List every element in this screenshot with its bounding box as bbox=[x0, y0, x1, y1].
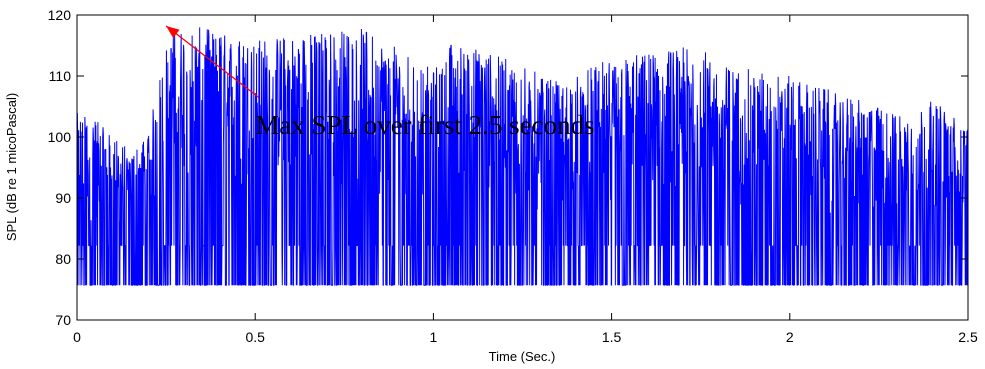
series-layer bbox=[76, 27, 969, 286]
annotation-arrow-head bbox=[166, 25, 180, 39]
spl-series-line bbox=[76, 27, 969, 286]
x-axis-label: Time (Sec.) bbox=[489, 349, 556, 364]
y-tick-label: 100 bbox=[48, 129, 72, 145]
axes-box bbox=[76, 14, 969, 321]
annotation-layer: Max SPL over first 2.5 seconds bbox=[165, 25, 595, 140]
x-tick-label: 2 bbox=[786, 329, 794, 345]
x-tick-label: 1 bbox=[430, 329, 438, 345]
y-tick-label: 80 bbox=[55, 251, 71, 267]
annotation-arrow-shaft bbox=[165, 25, 260, 98]
y-tick-label: 120 bbox=[48, 7, 72, 23]
ticks-layer: 0 0.5 1 1.5 2 2.5 70 80 90 100 110 120 bbox=[48, 7, 978, 345]
x-tick-label: 2.5 bbox=[958, 329, 978, 345]
x-tick-label: 0 bbox=[73, 329, 81, 345]
y-tick-label: 110 bbox=[49, 68, 72, 84]
y-tick-label: 70 bbox=[55, 312, 71, 328]
y-axis-label: SPL (dB re 1 micoPascal) bbox=[4, 93, 19, 241]
annotation-text: Max SPL over first 2.5 seconds bbox=[255, 110, 594, 140]
x-tick-label: 1.5 bbox=[602, 329, 622, 345]
x-tick-label: 0.5 bbox=[245, 329, 265, 345]
y-tick-label: 90 bbox=[55, 190, 71, 206]
